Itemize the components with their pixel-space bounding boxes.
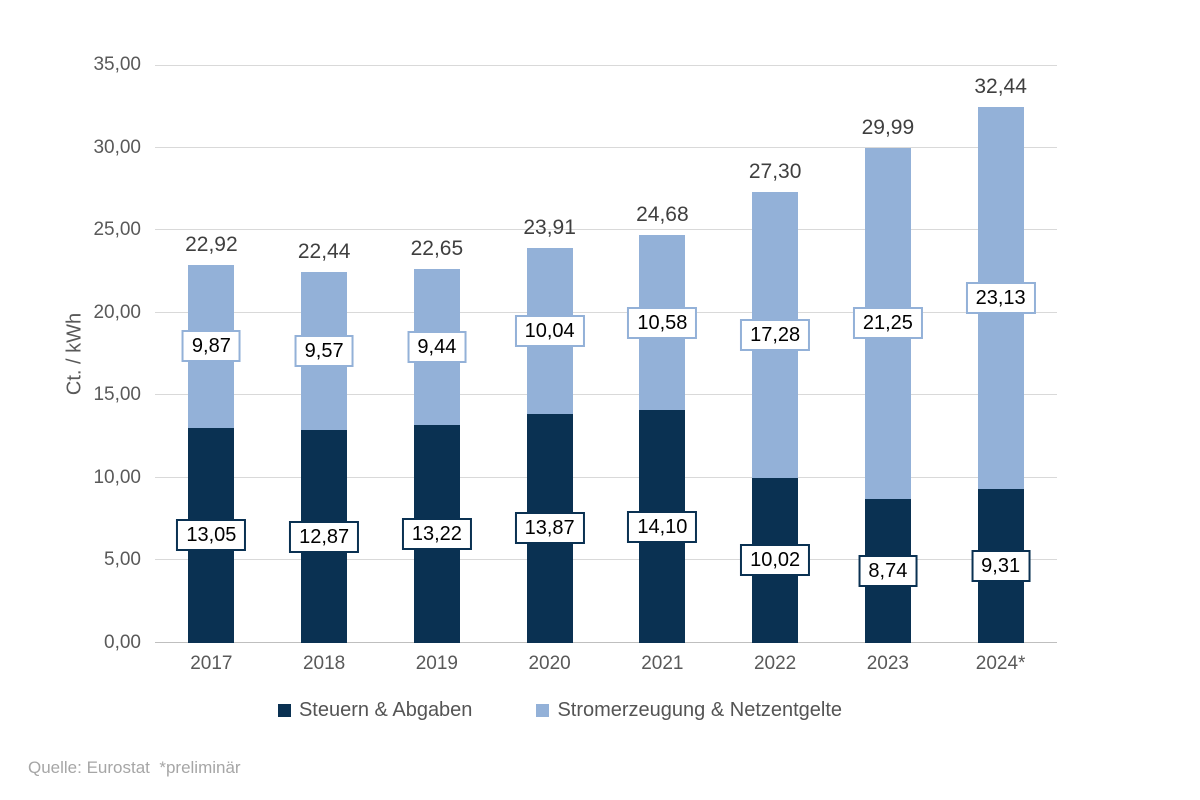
y-axis-tick-label: 10,00 [93, 466, 141, 488]
legend-swatch-icon [277, 704, 291, 717]
gridline [155, 146, 1057, 148]
total-label: 22,92 [185, 232, 238, 256]
y-axis-tick-label: 25,00 [93, 219, 141, 241]
y-axis-tick-label: 30,00 [93, 136, 141, 158]
y-axis-tick-label: 35,00 [93, 54, 141, 75]
total-label: 27,30 [748, 160, 802, 184]
x-axis-tick-label: 2022 [753, 653, 797, 674]
x-axis-line [155, 642, 1057, 643]
value-label-strom: 21,25 [852, 307, 923, 340]
plot-area: 0,00 5,00 10,00 15,00 20,00 25,00 30,00 35,00 22… [93, 54, 1057, 674]
x-axis-tick-label: 2020 [528, 653, 571, 674]
value-label-steuern: 14,10 [627, 510, 698, 543]
x-axis-tick-label: 2019 [415, 653, 459, 674]
legend-item: Stromerzeugung & Netzentgelte [536, 699, 842, 722]
value-label-steuern: 9,31 [971, 550, 1031, 583]
legend: Steuern & Abgaben Stromerzeugung & Netzen… [0, 699, 1120, 722]
value-label-strom: 17,28 [740, 318, 811, 351]
total-label: 23,91 [523, 216, 576, 240]
value-label-steuern: 8,74 [858, 554, 918, 587]
gridline [155, 229, 1057, 231]
x-axis-tick-label: 2017 [190, 653, 233, 674]
value-label-strom: 10,04 [514, 315, 585, 348]
x-axis-tick-label: 2023 [866, 653, 910, 674]
value-label-steuern: 12,87 [289, 520, 360, 553]
y-axis-tick-label: 15,00 [93, 384, 141, 406]
legend-swatch-icon [536, 704, 550, 717]
total-label: 29,99 [861, 115, 915, 139]
y-axis-tick-label: 0,00 [104, 632, 141, 653]
source-note: Quelle: Eurostat *preliminär [28, 758, 241, 777]
gridline [155, 559, 1057, 561]
value-label-steuern: 13,22 [401, 517, 472, 550]
value-label-strom: 10,58 [627, 306, 698, 339]
legend-label: Stromerzeugung & Netzentgelte [557, 699, 843, 721]
legend-item: Steuern & Abgaben [277, 699, 473, 722]
x-axis-tick-label: 2024* [975, 653, 1026, 674]
gridline [155, 476, 1057, 478]
y-axis-tick-label: 5,00 [104, 549, 141, 571]
value-label-strom: 23,13 [965, 282, 1036, 315]
total-label: 24,68 [636, 203, 689, 227]
value-label-steuern: 13,05 [176, 519, 247, 552]
legend-label: Steuern & Abgaben [298, 699, 473, 721]
gridline [155, 65, 1057, 66]
value-label-strom: 9,87 [181, 330, 241, 362]
y-axis-tick-label: 20,00 [93, 301, 141, 323]
value-label-strom: 9,44 [407, 330, 467, 363]
total-label: 32,44 [974, 75, 1027, 99]
gridline [155, 394, 1057, 396]
total-label: 22,65 [410, 236, 464, 260]
value-label-steuern: 13,87 [514, 512, 585, 545]
x-axis-tick-label: 2018 [302, 653, 346, 674]
value-label-steuern: 10,02 [740, 544, 811, 577]
total-label: 22,44 [297, 240, 351, 264]
gridline [155, 311, 1057, 313]
x-axis-tick-label: 2021 [641, 653, 684, 674]
value-label-strom: 9,57 [294, 335, 354, 368]
